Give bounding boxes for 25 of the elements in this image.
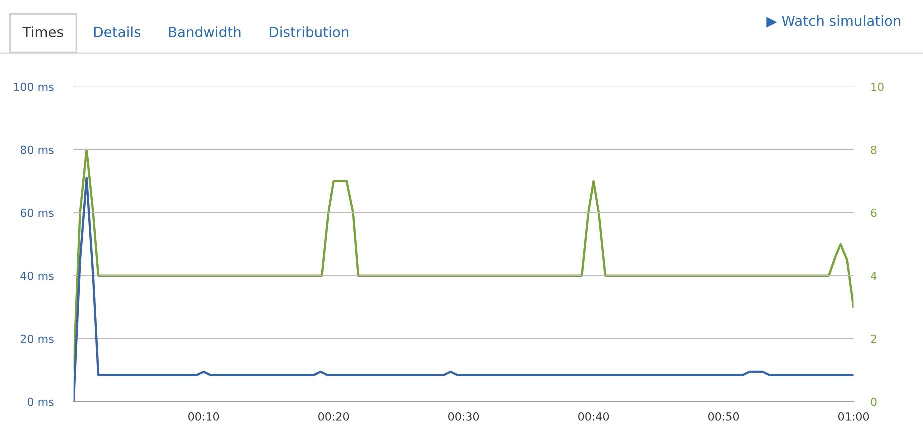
- y-tick-label: 60 ms: [20, 208, 54, 218]
- y2-tick-label: 4: [870, 272, 877, 280]
- line-series: [74, 148, 854, 372]
- x-tick-label: 00:10: [188, 412, 220, 421]
- x-tick-label: 00:50: [708, 412, 740, 421]
- y-tick-label: 20 ms: [20, 334, 54, 344]
- y-tick-label: 100 ms: [14, 82, 54, 92]
- y-tick-label: 0 ms: [28, 398, 54, 406]
- y-tick-label: 40 ms: [20, 272, 54, 280]
- x-tick-label: 00:30: [448, 412, 480, 421]
- y2-tick-label: 8: [871, 146, 877, 154]
- x-tick-label: 00:40: [578, 412, 610, 421]
- y2-tick-label: 2: [871, 334, 876, 344]
- y2-tick-label: 0: [871, 398, 877, 406]
- line-series: [74, 177, 854, 402]
- y2-tick-label: 6: [871, 208, 877, 218]
- x-tick-label: 01:00: [838, 412, 870, 421]
- text: ▶ Watch simulation: [766, 16, 901, 28]
- x-tick-label: 00:20: [318, 412, 350, 421]
- y2-tick-label: 10: [872, 82, 884, 92]
- text: Details: [94, 26, 141, 38]
- y-tick-label: 80 ms: [20, 146, 54, 154]
- text: Bandwidth: [169, 26, 241, 38]
- text: Distribution: [270, 26, 349, 38]
- text: Times: [22, 26, 64, 38]
